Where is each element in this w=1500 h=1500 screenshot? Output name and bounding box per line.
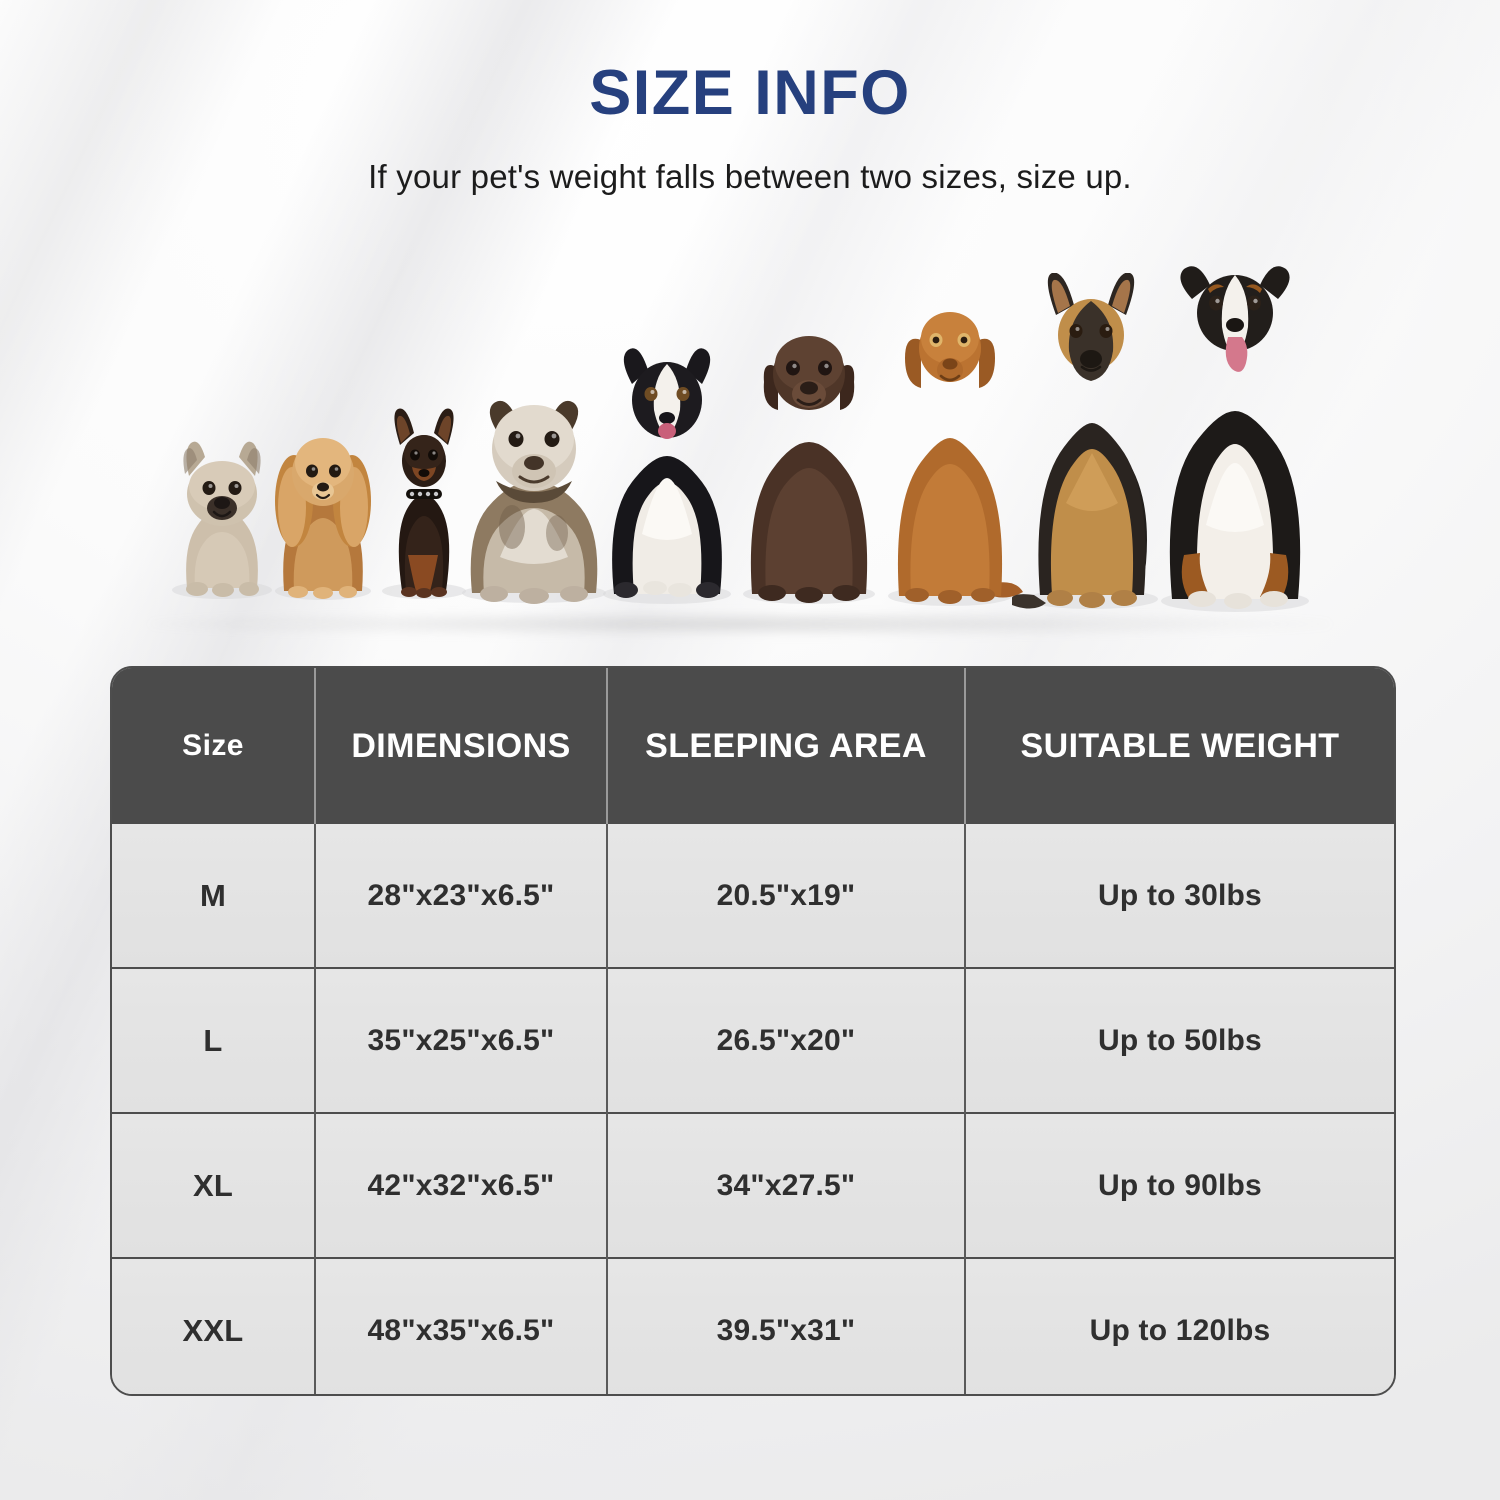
cell-dimensions: 42"x32"x6.5" <box>315 1112 608 1258</box>
column-header-dimensions: DIMENSIONS <box>315 668 608 824</box>
table-row: XXL 48"x35"x6.5" 39.5"x31" Up to 120lbs <box>112 1257 1394 1394</box>
dog-german-shepherd <box>1012 273 1172 613</box>
column-header-suitable-weight: SUITABLE WEIGHT <box>965 668 1394 824</box>
cell-suitable-weight: Up to 50lbs <box>965 967 1394 1113</box>
ground-shadow <box>150 611 1330 637</box>
page-subtitle: If your pet's weight falls between two s… <box>368 158 1132 195</box>
dog-bernese-mountain-dog <box>1148 255 1323 615</box>
table-row: M 28"x23"x6.5" 20.5"x19" Up to 30lbs <box>112 824 1394 968</box>
cell-size: L <box>112 967 316 1113</box>
dog-miniature-pinscher <box>372 405 477 605</box>
page-header: SIZE INFO If your pet's weight falls bet… <box>0 62 1500 196</box>
table-row: L 35"x25"x6.5" 26.5"x20" Up to 50lbs <box>112 967 1394 1113</box>
cell-dimensions: 35"x25"x6.5" <box>315 967 608 1113</box>
cell-sleeping-area: 34"x27.5" <box>607 1112 966 1258</box>
cell-suitable-weight: Up to 30lbs <box>965 824 1394 968</box>
table-header: Size DIMENSIONS SLEEPING AREA SUITABLE W… <box>112 668 1394 824</box>
cell-suitable-weight: Up to 90lbs <box>965 1112 1394 1258</box>
cell-size: XL <box>112 1112 316 1258</box>
cell-dimensions: 28"x23"x6.5" <box>315 824 608 968</box>
table-header-row: Size DIMENSIONS SLEEPING AREA SUITABLE W… <box>112 668 1394 824</box>
dog-chocolate-labrador <box>732 314 887 609</box>
dog-cavalier-spaniel <box>268 415 378 605</box>
dog-english-bulldog <box>452 377 617 607</box>
table-row: XL 42"x32"x6.5" 34"x27.5" Up to 90lbs <box>112 1112 1394 1258</box>
dog-size-illustration <box>0 255 1500 655</box>
column-header-sleeping-area: SLEEPING AREA <box>607 668 966 824</box>
cell-sleeping-area: 20.5"x19" <box>607 824 966 968</box>
cell-size: XXL <box>112 1257 316 1394</box>
page-title: SIZE INFO <box>589 58 911 128</box>
dog-vizsla <box>875 296 1025 611</box>
column-header-size: Size <box>112 668 316 824</box>
cell-sleeping-area: 39.5"x31" <box>607 1257 966 1394</box>
dog-french-bulldog <box>165 438 280 603</box>
cell-dimensions: 48"x35"x6.5" <box>315 1257 608 1394</box>
size-info-table: Size DIMENSIONS SLEEPING AREA SUITABLE W… <box>112 668 1394 1394</box>
dog-border-collie <box>592 334 742 609</box>
cell-suitable-weight: Up to 120lbs <box>965 1257 1394 1394</box>
cell-sleeping-area: 26.5"x20" <box>607 967 966 1113</box>
cell-size: M <box>112 824 316 968</box>
table-body: M 28"x23"x6.5" 20.5"x19" Up to 30lbs L 3… <box>112 824 1394 1394</box>
size-info-table-container: Size DIMENSIONS SLEEPING AREA SUITABLE W… <box>110 666 1396 1396</box>
